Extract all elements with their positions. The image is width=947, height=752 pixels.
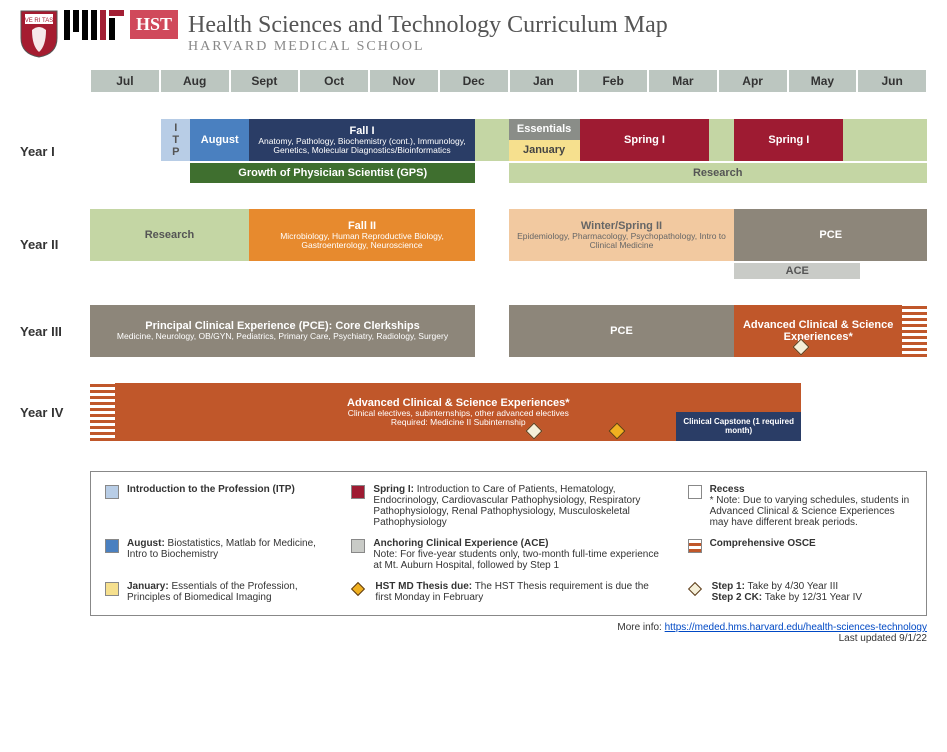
legend-text: August: Biostatistics, Matlab for Medici… bbox=[127, 538, 329, 560]
legend-item: January: Essentials of the Profession, P… bbox=[105, 581, 329, 603]
year-row-y2: Year IIResearchFall IIMicrobiology, Huma… bbox=[20, 209, 927, 279]
mit-logo-icon bbox=[64, 10, 124, 45]
block-pce3b: PCE bbox=[509, 305, 735, 357]
year-label: Year IV bbox=[20, 405, 90, 420]
legend-swatch-icon bbox=[105, 539, 119, 553]
legend-item: Introduction to the Profession (ITP) bbox=[105, 484, 329, 528]
legend-item: HST MD Thesis due: The HST Thesis requir… bbox=[351, 581, 665, 603]
year-row-y3: Year IIIPrincipal Clinical Experience (P… bbox=[20, 305, 927, 357]
block-ws2: Winter/Spring IIEpidemiology, Pharmacolo… bbox=[509, 209, 735, 261]
month-oct: Oct bbox=[299, 69, 369, 93]
svg-text:VE RI TAS: VE RI TAS bbox=[25, 18, 53, 24]
month-aug: Aug bbox=[160, 69, 230, 93]
block-itp: I T P bbox=[161, 119, 190, 161]
block-research2: Research bbox=[90, 209, 249, 261]
legend-swatch-icon bbox=[105, 582, 119, 596]
month-may: May bbox=[788, 69, 858, 93]
block-ace: ACE bbox=[734, 263, 860, 279]
block-pce3a: Principal Clinical Experience (PCE): Cor… bbox=[90, 305, 475, 357]
legend-swatch-icon bbox=[105, 485, 119, 499]
block-acse3: Advanced Clinical & Science Experiences* bbox=[734, 305, 901, 357]
page-title: Health Sciences and Technology Curriculu… bbox=[188, 12, 668, 39]
legend-text: Spring I: Introduction to Care of Patien… bbox=[373, 484, 665, 528]
logos: VE RI TAS HST bbox=[20, 10, 178, 63]
harvard-shield-icon: VE RI TAS bbox=[20, 10, 58, 63]
legend-swatch-icon bbox=[351, 582, 365, 596]
year-label: Year III bbox=[20, 324, 90, 339]
year-body: Advanced Clinical & Science Experiences*… bbox=[90, 383, 927, 441]
legend-item: Comprehensive OSCE bbox=[688, 538, 912, 571]
legend-text: Recess* Note: Due to varying schedules, … bbox=[710, 484, 912, 528]
hst-logo-icon: HST bbox=[130, 10, 178, 39]
month-feb: Feb bbox=[578, 69, 648, 93]
legend-item: August: Biostatistics, Matlab for Medici… bbox=[105, 538, 329, 571]
block-spr1b: Spring I bbox=[734, 119, 843, 161]
legend-text: HST MD Thesis due: The HST Thesis requir… bbox=[375, 581, 665, 603]
more-info-link[interactable]: https://meded.hms.harvard.edu/health-sci… bbox=[665, 622, 927, 633]
legend-swatch-icon bbox=[351, 485, 365, 499]
legend-swatch-icon bbox=[688, 582, 702, 596]
block-h3 bbox=[902, 305, 927, 357]
block-pce2: PCE bbox=[734, 209, 927, 261]
block-fall1: Fall IAnatomy, Pathology, Biochemistry (… bbox=[249, 119, 475, 161]
legend-item: Spring I: Introduction to Care of Patien… bbox=[351, 484, 665, 528]
page-subtitle: HARVARD MEDICAL SCHOOL bbox=[188, 39, 668, 55]
legend-swatch-icon bbox=[688, 539, 702, 553]
title-block: Health Sciences and Technology Curriculu… bbox=[188, 10, 668, 55]
block-spr1a: Spring I bbox=[580, 119, 710, 161]
block-aug: August bbox=[190, 119, 249, 161]
legend-text: Comprehensive OSCE bbox=[710, 538, 816, 549]
block-gps: Growth of Physician Scientist (GPS) bbox=[190, 163, 475, 183]
year-label: Year II bbox=[20, 237, 90, 252]
legend-item: Recess* Note: Due to varying schedules, … bbox=[688, 484, 912, 528]
month-jul: Jul bbox=[90, 69, 160, 93]
year-body: I T PAugustFall IAnatomy, Pathology, Bio… bbox=[90, 119, 927, 183]
header: VE RI TAS HST Health Sciences and Techno… bbox=[20, 10, 927, 63]
month-header: JulAugSeptOctNovDecJanFebMarAprMayJun bbox=[90, 69, 927, 93]
month-jan: Jan bbox=[509, 69, 579, 93]
block-ess: Essentials bbox=[509, 119, 580, 140]
legend-text: Step 1: Take by 4/30 Year IIIStep 2 CK: … bbox=[712, 581, 862, 603]
block-cap: Clinical Capstone (1 required month) bbox=[676, 412, 802, 441]
legend: Introduction to the Profession (ITP) Spri… bbox=[90, 471, 927, 616]
year-body: ResearchFall IIMicrobiology, Human Repro… bbox=[90, 209, 927, 279]
legend-text: Anchoring Clinical Experience (ACE)Note:… bbox=[373, 538, 665, 571]
legend-item: Anchoring Clinical Experience (ACE)Note:… bbox=[351, 538, 665, 571]
legend-text: Introduction to the Profession (ITP) bbox=[127, 484, 295, 495]
year-label: Year I bbox=[20, 144, 90, 159]
legend-swatch-icon bbox=[351, 539, 365, 553]
legend-swatch-icon bbox=[688, 485, 702, 499]
more-info-label: More info: bbox=[617, 622, 664, 633]
block-jan: January bbox=[509, 140, 580, 161]
month-dec: Dec bbox=[439, 69, 509, 93]
month-jun: Jun bbox=[857, 69, 927, 93]
month-mar: Mar bbox=[648, 69, 718, 93]
block-fall2: Fall IIMicrobiology, Human Reproductive … bbox=[249, 209, 475, 261]
last-updated: Last updated 9/1/22 bbox=[839, 633, 927, 644]
block-h4a bbox=[90, 383, 115, 441]
footer: More info: https://meded.hms.harvard.edu… bbox=[90, 622, 927, 644]
legend-item: Step 1: Take by 4/30 Year IIIStep 2 CK: … bbox=[688, 581, 912, 603]
year-body: Principal Clinical Experience (PCE): Cor… bbox=[90, 305, 927, 357]
month-nov: Nov bbox=[369, 69, 439, 93]
legend-text: January: Essentials of the Profession, P… bbox=[127, 581, 329, 603]
month-apr: Apr bbox=[718, 69, 788, 93]
year-row-y4: Year IVAdvanced Clinical & Science Exper… bbox=[20, 383, 927, 441]
year-row-y1: Year II T PAugustFall IAnatomy, Patholog… bbox=[20, 119, 927, 183]
month-sept: Sept bbox=[230, 69, 300, 93]
block-research: Research bbox=[509, 163, 928, 183]
